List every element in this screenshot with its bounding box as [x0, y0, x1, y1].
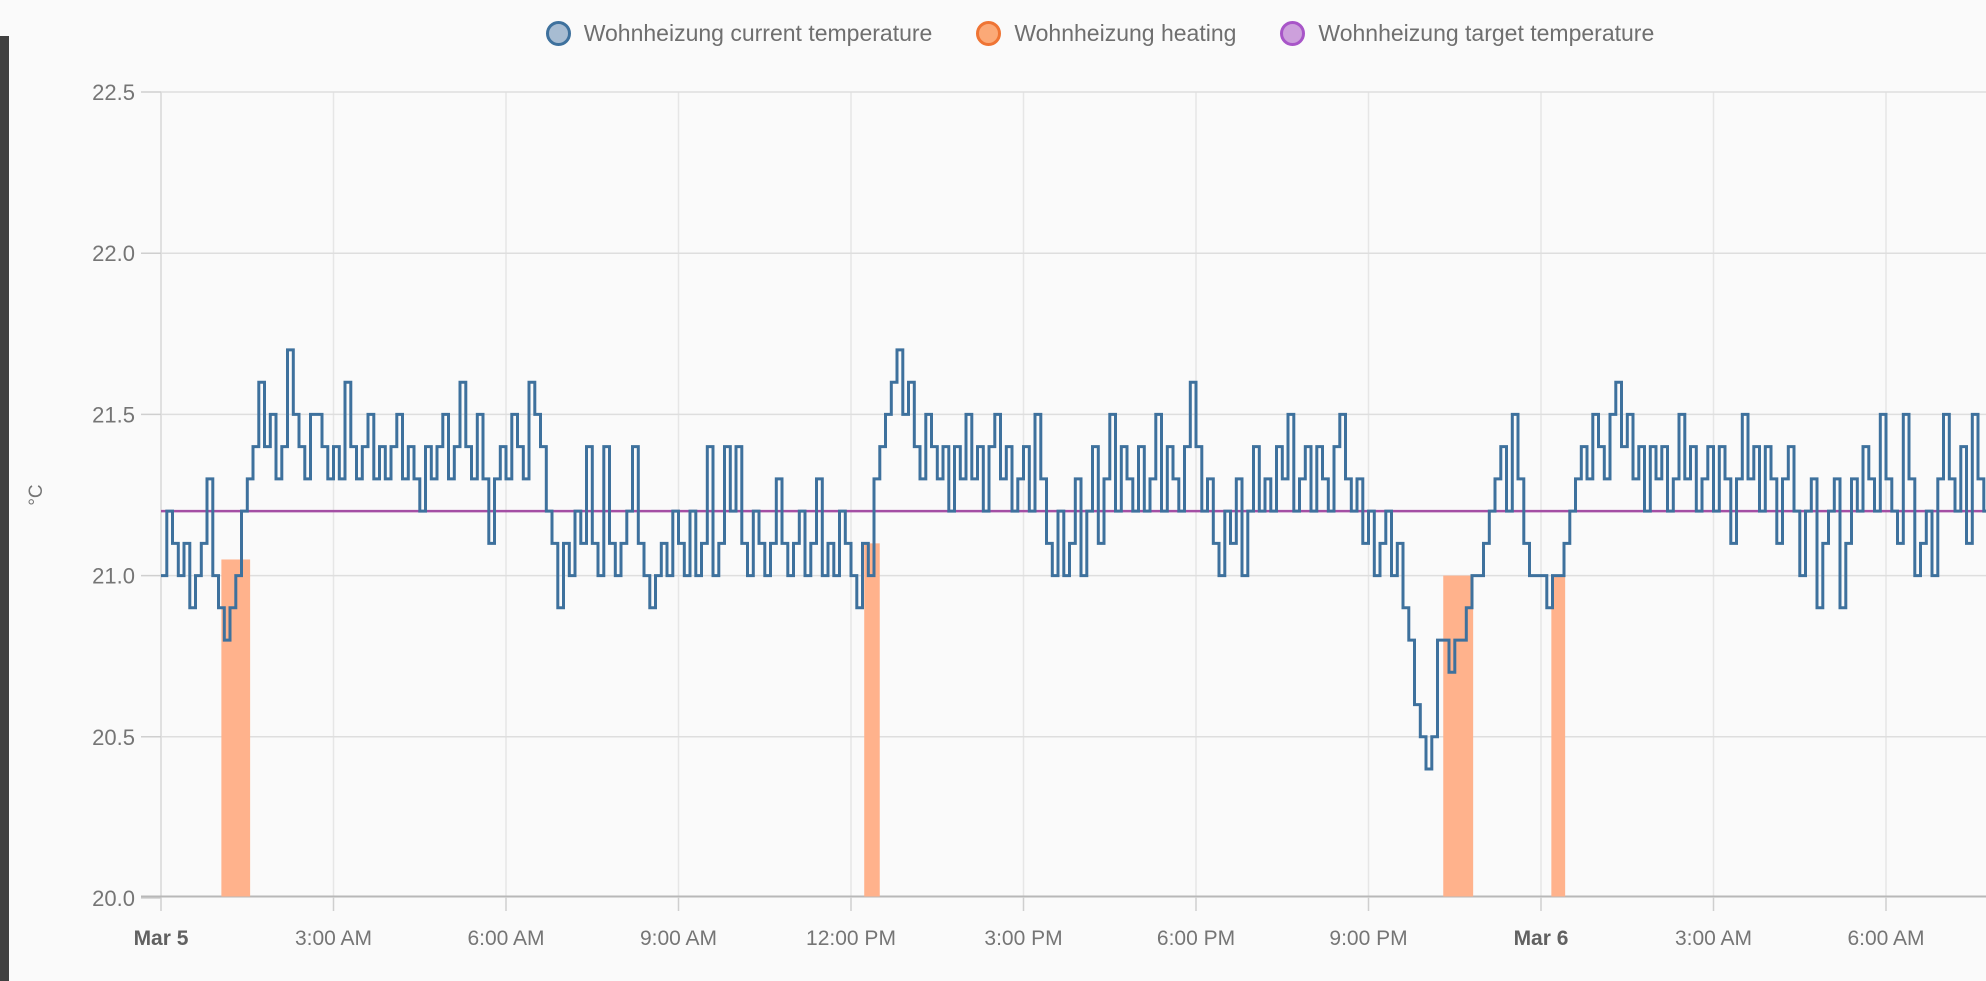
x-axis-label: 6:00 AM	[1847, 927, 1924, 950]
heating-on-bar	[221, 559, 251, 897]
legend-label-target-temperature: Wohnheizung target temperature	[1318, 20, 1655, 46]
current-temperature-series-icon	[545, 20, 571, 46]
y-axis-label: 21.0	[92, 564, 135, 589]
legend-item-heating[interactable]: Wohnheizung heating	[976, 18, 1236, 48]
y-axis-label: 22.0	[92, 241, 135, 266]
x-axis-label: 3:00 PM	[984, 927, 1062, 950]
current-temperature-line	[161, 348, 1986, 771]
heating-series-icon	[976, 20, 1002, 46]
y-axis-unit-label: °C	[26, 484, 47, 505]
target-temperature-series-icon	[1280, 20, 1306, 46]
y-axis-label: 20.5	[92, 725, 135, 750]
y-axis-label: 20.0	[92, 886, 135, 911]
legend-item-target-temperature[interactable]: Wohnheizung target temperature	[1280, 18, 1654, 48]
x-axis-label: 6:00 PM	[1157, 927, 1235, 950]
x-axis-label: 3:00 AM	[1675, 927, 1752, 950]
y-axis-label: 21.5	[92, 402, 135, 427]
heating-on-bar	[864, 543, 880, 897]
x-axis-label: 9:00 PM	[1329, 927, 1407, 950]
x-axis-label: Mar 5	[134, 927, 189, 950]
legend-label-current-temperature: Wohnheizung current temperature	[583, 20, 933, 46]
chart-legend: Wohnheizung current temperature Wohnheiz…	[0, 18, 1986, 48]
y-axis-label: 22.5	[92, 80, 135, 105]
left-panel-edge	[0, 36, 9, 981]
legend-label-heating: Wohnheizung heating	[1014, 20, 1237, 46]
x-axis-label: 3:00 AM	[295, 927, 372, 950]
x-axis-label: 9:00 AM	[640, 927, 717, 950]
x-axis-label: Mar 6	[1514, 927, 1569, 950]
heating-on-bar	[1551, 575, 1566, 897]
x-axis-label: 6:00 AM	[467, 927, 544, 950]
legend-item-current-temperature[interactable]: Wohnheizung current temperature	[545, 18, 933, 48]
heating-on-bar	[1443, 575, 1474, 897]
x-axis-label: 12:00 PM	[806, 927, 896, 950]
